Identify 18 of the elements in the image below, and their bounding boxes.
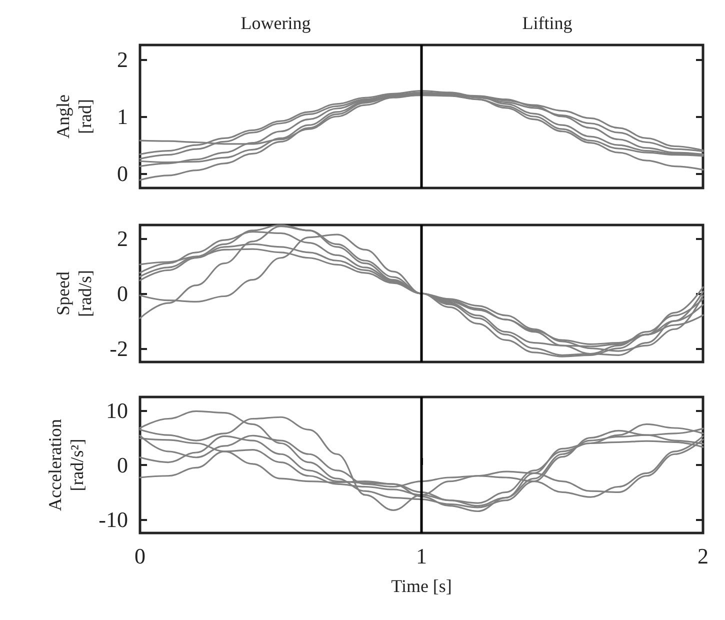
y-tick-label: 0 bbox=[117, 161, 128, 186]
text: Lifting bbox=[522, 13, 572, 33]
y-tick-label: 0 bbox=[117, 281, 128, 306]
y-axis-title: Speed [rad/s] bbox=[53, 270, 95, 317]
y-tick-label: 2 bbox=[117, 226, 128, 252]
y-axis-title: Angle [rad] bbox=[53, 94, 95, 138]
y-tick-label: -2 bbox=[110, 336, 128, 361]
x-axis-title: Time [s] bbox=[391, 576, 452, 596]
x-tick-label: 1 bbox=[416, 544, 427, 568]
x-tick-label: 2 bbox=[698, 544, 708, 568]
x-tick-label: 0 bbox=[134, 544, 146, 568]
y-tick-label: 10 bbox=[106, 398, 128, 424]
y-tick-label: -10 bbox=[98, 506, 128, 532]
text: Lowering bbox=[240, 13, 311, 33]
y-tick-label: 1 bbox=[117, 104, 128, 129]
y-tick-label: 2 bbox=[117, 46, 128, 72]
y-axis-title: Acceleration [rad/s²] bbox=[44, 419, 87, 511]
y-tick-label: 0 bbox=[117, 452, 128, 478]
